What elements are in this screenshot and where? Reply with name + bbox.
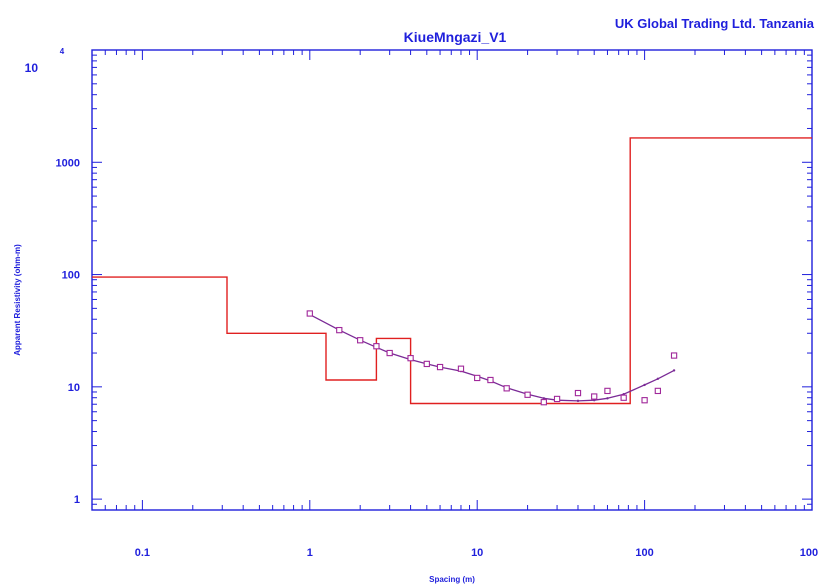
fit-curve (308, 313, 676, 403)
fit-point (656, 377, 660, 380)
fit-point (576, 399, 580, 403)
data-point (524, 391, 531, 398)
data-point (540, 399, 547, 406)
x-tick-label: 0.1 (135, 547, 150, 559)
model-step-path (92, 137, 812, 405)
data-point (574, 389, 582, 397)
fit-point (606, 397, 609, 400)
data-point (373, 343, 380, 350)
x-tick-label: 10 (471, 547, 483, 559)
y-tick-label: 1 (74, 494, 80, 506)
axes (91, 49, 813, 511)
data-point (670, 352, 678, 359)
data-point (591, 393, 598, 400)
y-tick-label: 100 (62, 270, 80, 282)
chart-title: KiueMngazi_V1 (404, 29, 507, 45)
data-point (407, 355, 414, 362)
y-tick-label: 10 (68, 382, 80, 394)
observed-points (306, 310, 678, 406)
data-point (457, 365, 465, 372)
data-point (386, 349, 393, 357)
layer-model-line (92, 137, 812, 405)
data-point (641, 397, 648, 404)
data-point (620, 394, 627, 401)
x-tick-label: 100 (635, 547, 653, 559)
company-name: UK Global Trading Ltd. Tanzania (615, 16, 815, 31)
data-point (357, 337, 364, 344)
fit-point (643, 383, 646, 387)
data-point (604, 387, 611, 395)
data-point (474, 374, 481, 382)
x-tick-label: 1000 (800, 547, 818, 559)
data-point (553, 395, 561, 403)
data-point (423, 360, 430, 368)
plot-frame (91, 49, 813, 511)
y-tick-label-exponent: 4 (60, 47, 65, 56)
y-tick-label: 1000 (56, 157, 80, 169)
data-point (336, 326, 343, 334)
data-point (306, 310, 313, 317)
y-axis-label: Apparent Resistivity (ohm-m) (13, 244, 22, 356)
data-point (503, 385, 510, 392)
data-point (436, 363, 444, 371)
x-axis-label: Spacing (m) (429, 575, 475, 584)
y-tick-label: 10 (25, 61, 39, 75)
fit-curve-path (309, 314, 675, 402)
tick-labels: 0.1 1 10 100 1000 1 10 100 1000 10 4 (25, 47, 818, 559)
fit-point (672, 369, 676, 372)
data-point (654, 387, 662, 395)
data-point (487, 376, 494, 384)
x-tick-label: 1 (307, 547, 313, 559)
fit-point (542, 397, 546, 400)
